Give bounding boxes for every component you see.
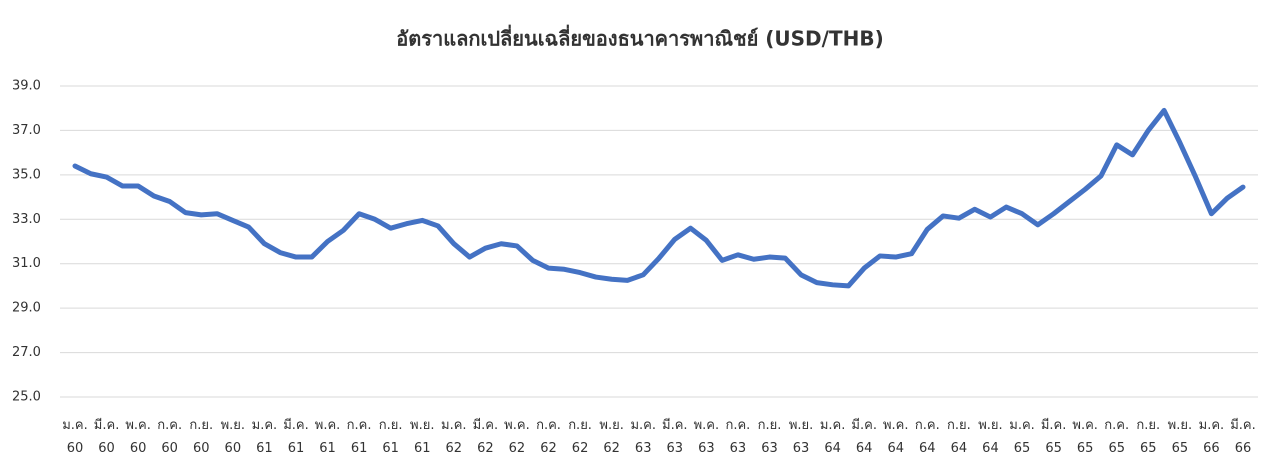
x-tick-label: มี.ค. 61 [283, 418, 309, 456]
x-tick-label: มี.ค. 65 [1040, 418, 1067, 456]
x-tick-label: มี.ค. 63 [662, 418, 688, 456]
x-tick-label: ม.ค. 64 [819, 418, 846, 456]
x-tick-label: พ.ย. 63 [788, 418, 814, 456]
x-tick-label: มี.ค. 64 [851, 418, 877, 456]
x-tick-label: ม.ค. 62 [441, 418, 467, 456]
chart-title: อัตราแลกเปลี่ยนเฉลี่ยของธนาคารพาณิชย์ (U… [396, 24, 883, 51]
x-tick-label: มี.ค. 66 [1230, 418, 1256, 456]
x-tick-label: มี.ค. 60 [93, 418, 120, 456]
x-tick-label: พ.ย. 60 [220, 418, 246, 456]
y-tick-label: 33.0 [12, 212, 41, 227]
x-tick-label: ก.ย. 62 [568, 418, 592, 456]
x-tick-label: ก.ค. 62 [536, 418, 561, 456]
x-tick-label: ก.ย. 65 [1136, 418, 1161, 456]
x-tick-label: มี.ค. 62 [472, 418, 499, 456]
x-tick-label: พ.ค. 64 [882, 418, 909, 456]
x-tick-label: ม.ค. 60 [62, 418, 88, 456]
y-tick-label: 25.0 [12, 390, 41, 405]
y-tick-label: 31.0 [12, 256, 41, 271]
x-tick-label: ม.ค. 63 [630, 418, 656, 456]
y-tick-label: 39.0 [12, 79, 41, 94]
x-tick-label: ม.ค. 61 [251, 418, 278, 456]
x-tick-label: พ.ย. 62 [599, 418, 624, 456]
x-tick-label: พ.ค. 65 [1072, 418, 1098, 456]
x-tick-label: พ.ค. 60 [125, 418, 151, 456]
x-tick-label: พ.ย. 64 [978, 418, 1003, 456]
x-tick-label: ก.ค. 60 [157, 418, 183, 456]
y-tick-label: 27.0 [12, 345, 41, 360]
x-tick-label: ก.ค. 65 [1104, 418, 1130, 456]
x-tick-label: ก.ย. 60 [189, 418, 214, 456]
x-tick-label: ก.ค. 64 [914, 418, 940, 456]
x-tick-label: พ.ย. 61 [410, 418, 435, 456]
x-tick-label: พ.ค. 62 [504, 418, 530, 456]
y-tick-label: 29.0 [12, 301, 41, 316]
x-tick-label: ก.ย. 63 [757, 418, 782, 456]
x-tick-label: พ.ย. 65 [1167, 418, 1193, 456]
x-tick-label: ก.ย. 64 [947, 418, 971, 456]
x-tick-label: พ.ค. 61 [314, 418, 341, 456]
x-tick-label: พ.ค. 63 [693, 418, 720, 456]
x-tick-label: ม.ค. 65 [1009, 418, 1035, 456]
y-tick-label: 35.0 [12, 167, 41, 182]
x-tick-label: ม.ค. 66 [1198, 418, 1225, 456]
data-line [72, 107, 1246, 289]
x-tick-label: ก.ค. 63 [725, 418, 751, 456]
x-tick-label: ก.ย. 61 [378, 418, 403, 456]
x-tick-label: ก.ค. 61 [346, 418, 372, 456]
y-tick-label: 37.0 [12, 123, 41, 138]
